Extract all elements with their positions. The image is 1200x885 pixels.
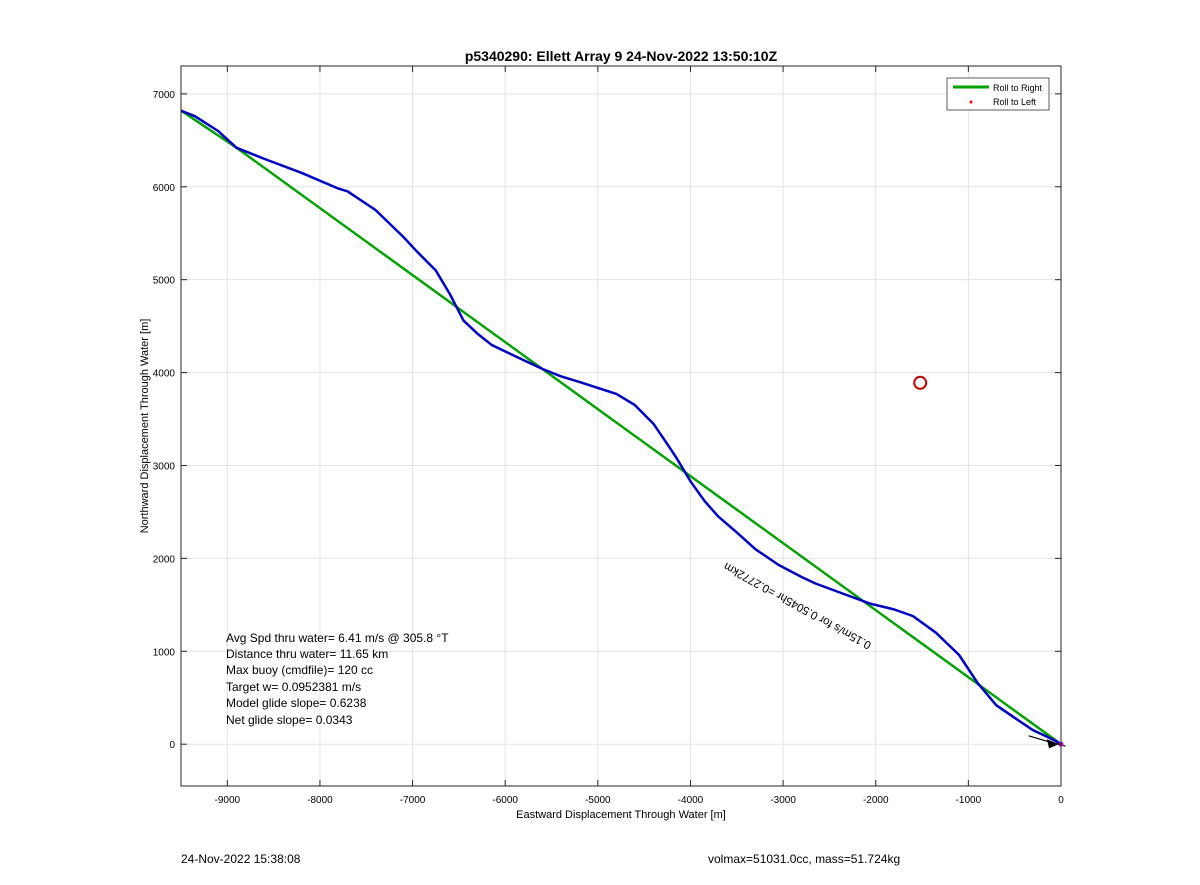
chart-title: p5340290: Ellett Array 9 24-Nov-2022 13:… — [465, 48, 778, 64]
x-tick-label: -7000 — [400, 795, 426, 806]
x-axis-label: Eastward Displacement Through Water [m] — [516, 809, 726, 821]
legend: Roll to Right Roll to Left — [946, 77, 1050, 111]
ticks: -9000 -8000 -7000 -6000 -5000 -4000 -3000 -2000… — [153, 66, 1064, 806]
stats-annotations: Avg Spd thru water= 6.41 m/s @ 305.8 °T … — [226, 631, 449, 727]
x-tick-label: -5000 — [585, 795, 611, 806]
annotation-net-glide: Net glide slope= 0.0343 — [226, 713, 353, 727]
target-circle-marker — [913, 375, 928, 390]
x-tick-label: -3000 — [770, 795, 796, 806]
legend-box — [946, 77, 1050, 111]
y-tick-label: 2000 — [153, 554, 176, 565]
annotation-model-glide: Model glide slope= 0.6238 — [226, 696, 367, 710]
annotation-avg-speed: Avg Spd thru water= 6.41 m/s @ 305.8 °T — [226, 631, 449, 645]
series-track-line — [180, 109, 1062, 746]
footer-info: volmax=51031.0cc, mass=51.724kg — [708, 852, 901, 866]
x-tick-label: -9000 — [215, 795, 241, 806]
y-tick-label: 4000 — [153, 369, 176, 380]
x-tick-label: -4000 — [678, 795, 704, 806]
legend-label-roll-right: Roll to Right — [993, 83, 1043, 93]
x-tick-label: -1000 — [956, 795, 982, 806]
annotation-distance: Distance thru water= 11.65 km — [226, 647, 388, 661]
series-layer — [180, 109, 1066, 749]
x-tick-label: -6000 — [492, 795, 518, 806]
y-tick-label: 1000 — [153, 647, 176, 658]
y-tick-label: 7000 — [153, 90, 176, 101]
current-arrowhead — [1047, 739, 1059, 749]
footer-timestamp: 24-Nov-2022 15:38:08 — [181, 852, 301, 866]
legend-label-roll-left: Roll to Left — [993, 97, 1037, 107]
annotation-max-buoy: Max buoy (cmdfile)= 120 cc — [226, 663, 373, 677]
annotation-target-w: Target w= 0.0952381 m/s — [226, 680, 361, 694]
x-tick-label: -8000 — [307, 795, 333, 806]
x-tick-label: 0 — [1058, 795, 1064, 806]
plot-frame — [180, 65, 1062, 787]
x-tick-label: -2000 — [863, 795, 889, 806]
legend-swatch-roll-left — [969, 100, 973, 104]
y-axis-label: Northward Displacement Through Water [m] — [139, 319, 151, 534]
y-tick-label: 3000 — [153, 461, 176, 472]
y-tick-label: 5000 — [153, 276, 176, 287]
y-tick-label: 6000 — [153, 183, 176, 194]
y-tick-label: 0 — [169, 740, 175, 751]
